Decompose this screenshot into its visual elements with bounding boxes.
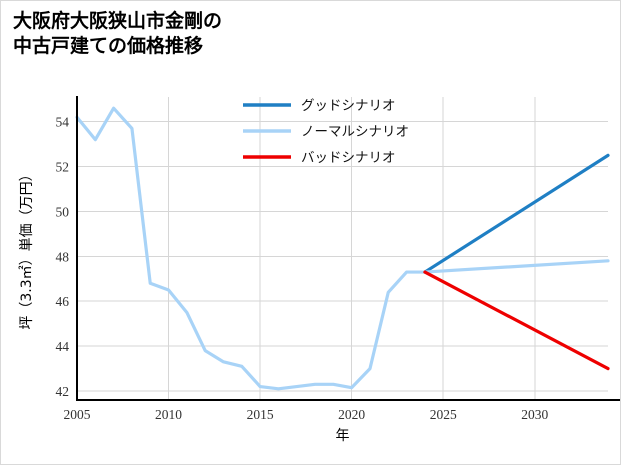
- series-line: [75, 106, 610, 391]
- x-tick-label: 2020: [338, 407, 365, 422]
- series-line: [423, 270, 610, 371]
- x-tick-label: 2005: [64, 407, 91, 422]
- data-series-group: [75, 106, 610, 391]
- x-tick-label: 2030: [521, 407, 548, 422]
- x-axis-title: 年: [336, 428, 350, 444]
- y-tick-label: 44: [56, 339, 70, 354]
- y-axis-title: 坪（3.3㎡）単価（万円）: [19, 167, 35, 329]
- y-tick-label: 52: [56, 160, 70, 175]
- x-tick-label: 2025: [430, 407, 457, 422]
- y-tick-label: 48: [56, 249, 70, 264]
- chart-title: 大阪府大阪狭山市金剛の 中古戸建ての価格推移: [13, 10, 223, 58]
- x-axis-tick-labels: 2005 2010 2015 2020 2025 2030: [64, 407, 549, 422]
- legend-label: ノーマルシナリオ: [301, 124, 409, 140]
- y-tick-label: 42: [56, 384, 70, 399]
- legend-label: バッドシナリオ: [301, 150, 396, 166]
- axis-spines: [75, 96, 620, 402]
- x-tick-label: 2015: [247, 407, 274, 422]
- y-tick-label: 54: [56, 115, 70, 130]
- x-tick-label: 2010: [155, 407, 182, 422]
- y-tick-label: 50: [56, 204, 70, 219]
- legend-label: グッドシナリオ: [301, 98, 396, 114]
- horizontal-gridlines: [77, 121, 608, 392]
- y-axis-tick-labels: 42 44 46 48 50 52 54: [56, 115, 70, 399]
- series-line: [423, 153, 610, 274]
- y-tick-label: 46: [56, 294, 70, 309]
